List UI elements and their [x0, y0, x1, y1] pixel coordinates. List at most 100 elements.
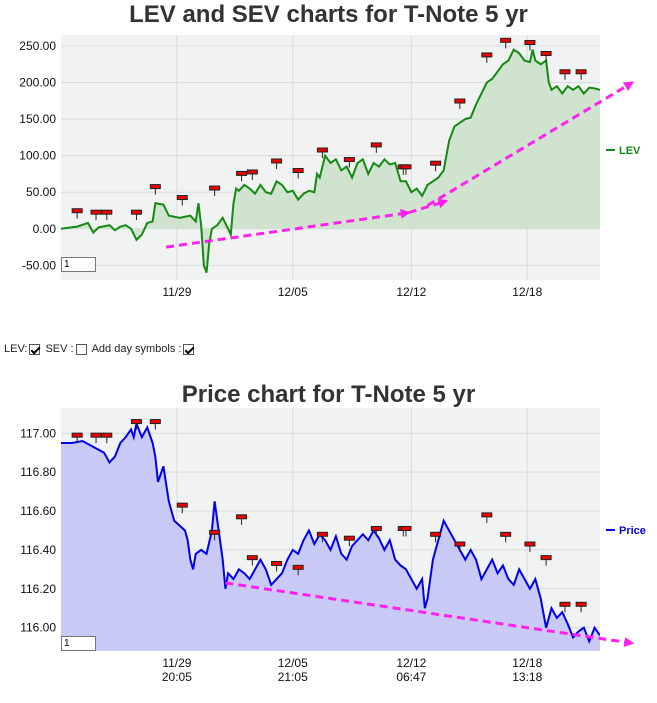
lev-chart-title: LEV and SEV charts for T-Note 5 yr	[129, 1, 528, 28]
day-symbol-marker	[343, 157, 355, 163]
y-tick-label: 116.60	[20, 504, 56, 518]
day-symbol-marker	[500, 37, 512, 43]
day-symbol-marker	[176, 502, 188, 508]
chart-controls: LEV: SEV : Add day symbols :	[4, 343, 197, 355]
day-symbol-marker	[130, 209, 142, 215]
day-symbol-marker	[343, 535, 355, 541]
day-symbol-marker	[271, 560, 283, 566]
day-symbol-marker	[400, 164, 412, 170]
x-tick-label: 06:47	[396, 299, 426, 300]
day-symbol-marker	[524, 40, 536, 46]
y-tick-label: 116.20	[20, 582, 56, 596]
day-symbol-marker	[246, 169, 258, 175]
y-tick-label: 117.00	[20, 426, 56, 440]
y-tick-label: 116.80	[20, 465, 56, 479]
day-symbol-marker	[236, 514, 248, 520]
y-tick-label: 116.00	[20, 621, 56, 635]
day-symbol-marker	[292, 167, 304, 173]
y-tick-label: -50.00	[22, 258, 56, 272]
day-symbol-marker	[370, 142, 382, 148]
lev-checkbox-label: LEV:	[4, 343, 28, 355]
x-tick-label: 12/18	[512, 656, 542, 670]
day-symbol-marker	[209, 529, 221, 535]
series-area	[61, 49, 600, 273]
day-symbol-marker	[454, 541, 466, 547]
legend-label: LEV	[619, 145, 641, 157]
x-tick-label: 13:18	[512, 670, 542, 684]
day-symbol-marker	[559, 69, 571, 75]
day-symbol-marker	[246, 555, 258, 561]
day-symbol-marker	[271, 158, 283, 164]
day-symbol-marker	[481, 512, 493, 518]
price-zoom-input[interactable]: 1	[61, 636, 96, 651]
legend-label: Price	[619, 525, 646, 537]
y-tick-label: 100.00	[19, 149, 56, 163]
day-symbol-marker	[90, 432, 102, 438]
sev-checkbox[interactable]	[75, 343, 87, 355]
series-line	[61, 48, 600, 274]
x-tick-label: 20:05	[162, 670, 192, 684]
day-symbols-label: Add day symbols :	[91, 343, 182, 355]
day-symbol-marker	[176, 195, 188, 201]
y-tick-label: 250.00	[19, 39, 56, 53]
price-chart-title: Price chart for T-Note 5 yr	[181, 381, 476, 408]
x-tick-label: 20:05	[162, 299, 192, 300]
day-symbol-marker	[400, 525, 412, 531]
x-tick-label: 12/12	[396, 285, 426, 299]
x-tick-label: 21:05	[278, 670, 308, 684]
lev-zoom-input[interactable]: 1	[61, 257, 96, 272]
day-symbols-checkbox[interactable]	[183, 343, 195, 355]
y-tick-label: 200.00	[19, 76, 56, 90]
trend-arrow	[426, 81, 635, 207]
y-tick-label: 150.00	[19, 112, 56, 126]
day-symbol-marker	[236, 170, 248, 176]
day-symbol-marker	[101, 209, 113, 215]
y-tick-label: 50.00	[26, 185, 56, 199]
day-symbol-marker	[71, 432, 83, 438]
day-symbol-marker	[575, 69, 587, 75]
day-symbol-marker	[316, 531, 328, 537]
trend-arrow	[408, 198, 449, 215]
x-tick-label: 13:18	[512, 299, 542, 300]
x-tick-label: 12/18	[512, 285, 542, 299]
day-symbol-marker	[316, 147, 328, 153]
trend-arrow	[225, 581, 635, 647]
day-symbol-marker	[481, 52, 493, 58]
day-symbol-marker	[101, 432, 113, 438]
price-chart[interactable]: 117.00 116.80 116.60 116.40 116.20 116.00 11/2…	[0, 408, 657, 703]
series-group	[61, 48, 600, 274]
day-symbol-marker	[370, 525, 382, 531]
day-symbol-marker	[71, 208, 83, 214]
day-symbol-marker	[559, 601, 571, 607]
day-symbol-marker	[540, 555, 552, 561]
day-symbol-marker	[149, 419, 161, 425]
x-tick-label: 21:05	[278, 299, 308, 300]
day-symbol-marker	[430, 531, 442, 537]
y-tick-label: 0.00	[33, 222, 57, 236]
x-tick-label: 11/29	[162, 285, 191, 299]
lev-checkbox[interactable]	[29, 343, 41, 355]
x-tick-label: 12/05	[278, 285, 308, 299]
day-symbol-marker	[292, 564, 304, 570]
trend-arrow	[165, 208, 411, 249]
day-symbol-marker	[430, 160, 442, 166]
lev-chart[interactable]: 250.00 200.00 150.00 100.00 50.00 0.00 -50.00 1…	[0, 30, 657, 300]
day-symbol-marker	[149, 184, 161, 190]
series-group	[61, 420, 600, 651]
day-symbol-marker	[500, 531, 512, 537]
x-tick-label: 06:47	[396, 670, 426, 684]
day-symbol-marker	[524, 541, 536, 547]
sev-checkbox-label: SEV :	[45, 343, 74, 355]
x-tick-label: 11/29	[162, 656, 191, 670]
day-symbol-marker	[209, 185, 221, 191]
y-tick-label: 116.40	[20, 543, 56, 557]
day-symbol-marker	[90, 209, 102, 215]
x-tick-label: 12/12	[396, 656, 426, 670]
day-symbol-marker	[575, 601, 587, 607]
day-symbol-marker	[130, 419, 142, 425]
series-area	[61, 423, 600, 651]
x-tick-label: 12/05	[278, 656, 308, 670]
day-symbol-marker	[540, 50, 552, 56]
series-line	[61, 420, 600, 644]
day-symbol-marker	[454, 98, 466, 104]
